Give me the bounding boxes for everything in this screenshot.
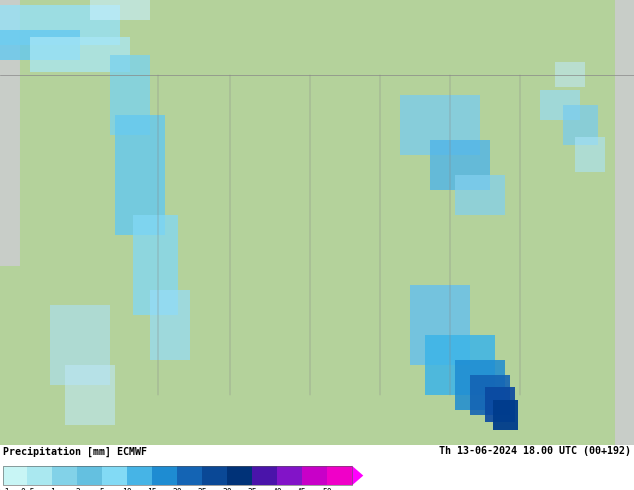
Bar [555, 63, 585, 88]
Bar [150, 290, 190, 360]
Text: 40: 40 [272, 488, 282, 490]
Bar [0, 30, 80, 60]
Text: 20: 20 [172, 488, 182, 490]
Bar [485, 388, 515, 422]
Text: 50: 50 [322, 488, 332, 490]
Text: 2: 2 [75, 488, 80, 490]
Bar [77, 466, 102, 486]
Text: 0.1: 0.1 [0, 488, 10, 490]
Bar [90, 0, 150, 20]
Bar [202, 466, 227, 486]
Bar [410, 285, 470, 365]
Text: 10: 10 [122, 488, 132, 490]
Bar [133, 215, 178, 315]
Bar [302, 466, 327, 486]
Bar [400, 95, 480, 155]
Text: Precipitation [mm] ECMWF: Precipitation [mm] ECMWF [3, 446, 146, 457]
Bar [127, 466, 152, 486]
Bar [430, 140, 490, 190]
Bar [562, 105, 597, 145]
Bar [470, 375, 510, 415]
Bar [65, 365, 115, 425]
Text: 35: 35 [247, 488, 257, 490]
Bar [227, 466, 252, 486]
Text: 5: 5 [100, 488, 105, 490]
Text: 0.5: 0.5 [20, 488, 35, 490]
Bar [0, 5, 120, 45]
Bar [327, 466, 352, 486]
Bar [110, 55, 150, 135]
Bar [102, 466, 127, 486]
Bar [30, 38, 130, 73]
Polygon shape [352, 466, 363, 486]
Bar [425, 335, 495, 395]
Bar [3, 466, 352, 486]
Bar [115, 115, 165, 235]
Bar [455, 175, 505, 215]
Bar [3, 466, 27, 486]
Text: 25: 25 [197, 488, 207, 490]
Bar [152, 466, 178, 486]
Text: 45: 45 [297, 488, 307, 490]
Text: 30: 30 [223, 488, 232, 490]
Bar [455, 360, 505, 410]
Bar [575, 138, 605, 172]
Text: 15: 15 [147, 488, 157, 490]
Bar [50, 305, 110, 385]
Bar [493, 400, 517, 430]
Bar [177, 466, 202, 486]
Text: 1: 1 [50, 488, 55, 490]
Bar [53, 466, 77, 486]
Bar [277, 466, 302, 486]
Bar [252, 466, 277, 486]
Bar [540, 90, 580, 120]
Bar [27, 466, 53, 486]
Text: Th 13-06-2024 18.00 UTC (00+192): Th 13-06-2024 18.00 UTC (00+192) [439, 446, 631, 456]
